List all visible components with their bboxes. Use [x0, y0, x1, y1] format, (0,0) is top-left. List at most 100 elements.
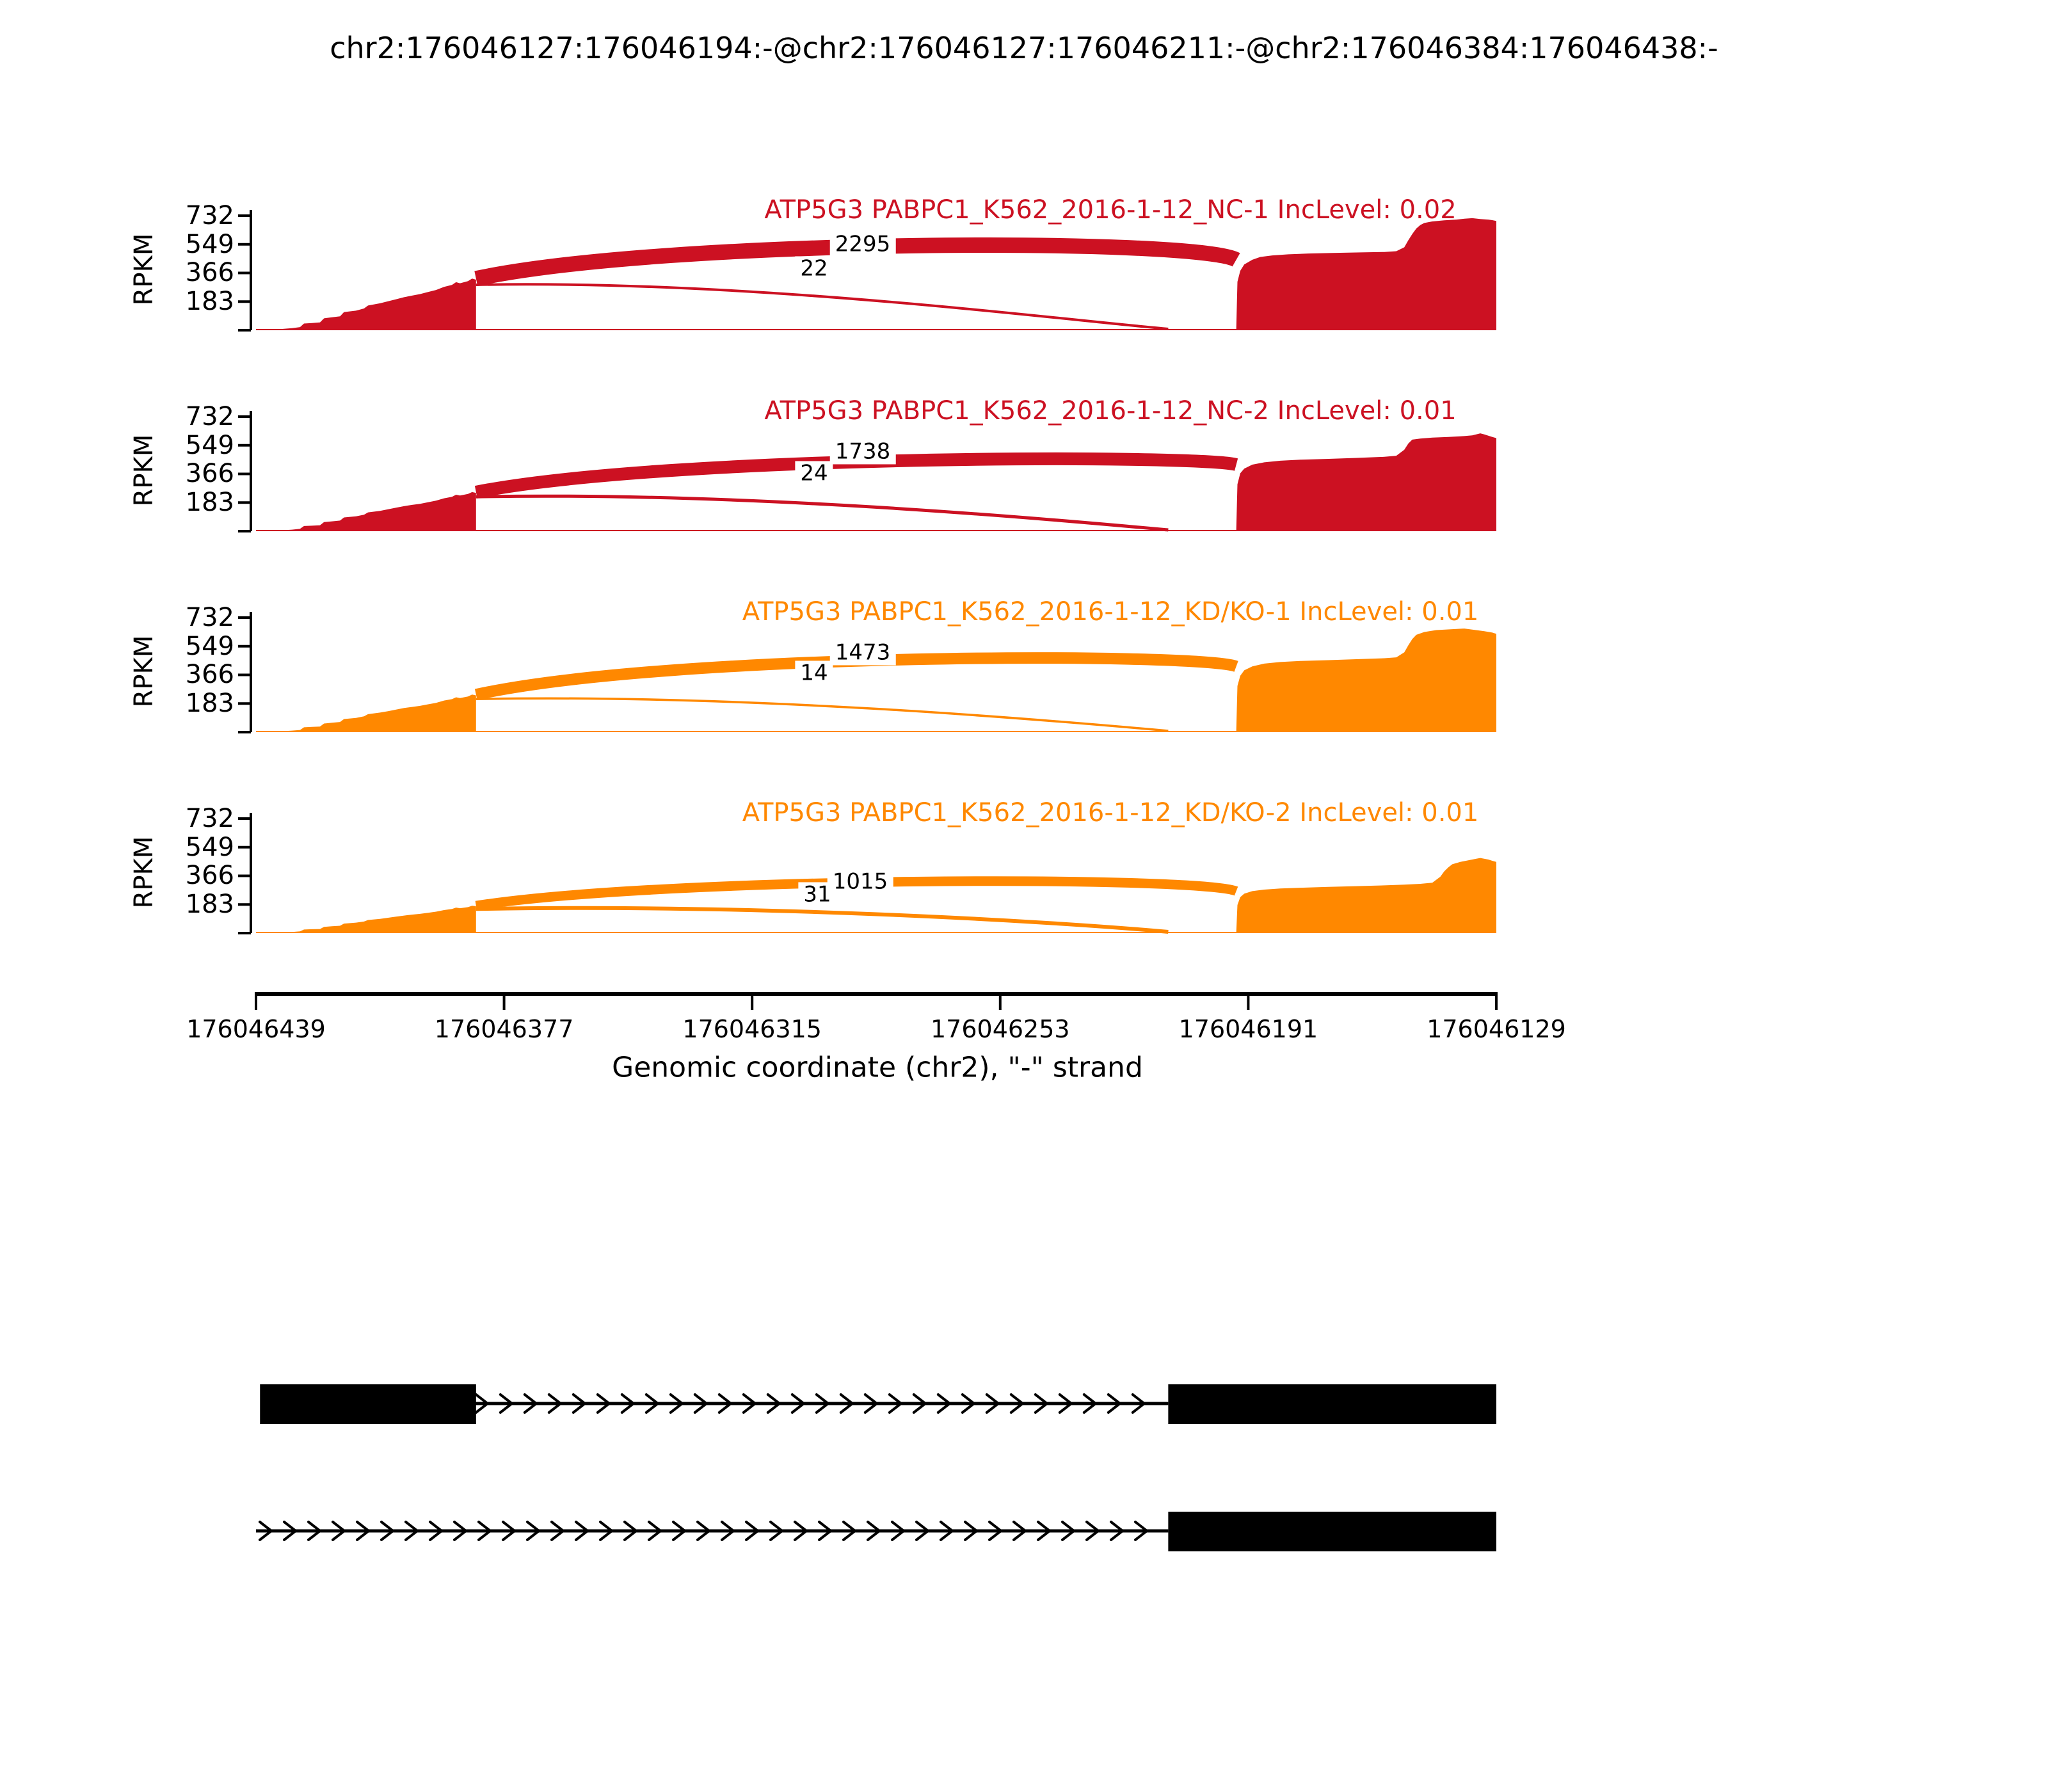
y-tick-label: 183	[185, 287, 234, 317]
junction-arc-skipping	[475, 876, 1238, 911]
strand-arrow	[502, 1521, 516, 1541]
strand-arrow	[693, 1393, 708, 1414]
strand-arrow	[575, 1521, 589, 1541]
strand-arrow	[769, 1521, 783, 1541]
junction-arc-skipping	[474, 452, 1238, 499]
strand-arrow	[550, 1521, 564, 1541]
junction-arc-skipping	[474, 237, 1240, 287]
strand-arrow	[891, 1521, 905, 1541]
y-tick-label: 366	[185, 660, 234, 690]
strand-arrow	[453, 1521, 467, 1541]
junction-arc-skipping	[474, 652, 1238, 701]
strand-arrow	[623, 1521, 637, 1541]
y-tick-label: 183	[185, 890, 234, 920]
y-tick-label: 549	[185, 631, 234, 661]
strand-arrow	[259, 1521, 273, 1541]
junction-arc-inclusion	[476, 697, 1169, 732]
strand-arrow	[794, 1521, 808, 1541]
strand-arrow	[815, 1393, 829, 1414]
strand-arrow	[721, 1521, 735, 1541]
strand-arrow	[380, 1521, 394, 1541]
strand-arrow	[523, 1393, 538, 1414]
strand-arrow	[790, 1393, 805, 1414]
strand-arrow	[332, 1521, 346, 1541]
strand-arrow	[988, 1521, 1002, 1541]
x-tick-label: 176046377	[434, 1015, 574, 1043]
track-title: ATP5G3 PABPC1_K562_2016-1-12_KD/KO-1 Inc…	[742, 597, 1479, 627]
y-axis-label: RPKM	[129, 836, 159, 909]
strand-arrow	[1131, 1393, 1146, 1414]
strand-arrow	[936, 1393, 951, 1414]
strand-arrow	[1107, 1393, 1121, 1414]
strand-arrow	[404, 1521, 419, 1541]
junction-count-label: 1738	[829, 439, 896, 465]
junction-count-label: 22	[795, 256, 833, 282]
strand-arrow	[1082, 1393, 1097, 1414]
y-tick-label: 366	[185, 459, 234, 489]
strand-arrow	[596, 1393, 611, 1414]
strand-arrow	[648, 1521, 662, 1541]
y-tick-label: 183	[185, 689, 234, 719]
y-tick-label: 549	[185, 832, 234, 862]
y-tick-label: 732	[185, 401, 234, 431]
strand-arrow	[669, 1393, 684, 1414]
track-title: ATP5G3 PABPC1_K562_2016-1-12_KD/KO-2 Inc…	[742, 798, 1479, 828]
strand-arrow	[672, 1521, 686, 1541]
track-title: ATP5G3 PABPC1_K562_2016-1-12_NC-2 IncLev…	[764, 396, 1457, 426]
exon-block	[260, 1384, 476, 1424]
strand-arrow	[842, 1521, 856, 1541]
strand-arrow	[888, 1393, 902, 1414]
strand-arrow	[644, 1393, 659, 1414]
strand-arrow	[1034, 1393, 1048, 1414]
strand-arrow	[474, 1393, 489, 1414]
coverage-area-left	[264, 492, 476, 531]
strand-arrow	[599, 1521, 613, 1541]
strand-arrow	[1058, 1393, 1073, 1414]
coverage-area-right	[1236, 218, 1496, 330]
y-tick-label: 366	[185, 861, 234, 891]
figure-title: chr2:176046127:176046194:-@chr2:17604612…	[330, 31, 1718, 65]
strand-arrow	[283, 1521, 297, 1541]
strand-arrow	[867, 1521, 881, 1541]
strand-arrow	[863, 1393, 878, 1414]
strand-arrow	[745, 1521, 759, 1541]
junction-count-label: 1015	[827, 869, 893, 895]
strand-arrow	[961, 1393, 975, 1414]
x-tick-label: 176046253	[931, 1015, 1070, 1043]
strand-arrow	[912, 1393, 927, 1414]
junction-arc-inclusion	[476, 283, 1169, 330]
x-tick-label: 176046315	[682, 1015, 822, 1043]
x-tick-label: 176046191	[1178, 1015, 1318, 1043]
strand-arrow	[1012, 1521, 1027, 1541]
strand-arrow	[429, 1521, 443, 1541]
strand-arrow	[1009, 1393, 1024, 1414]
junction-count-label: 14	[795, 660, 833, 686]
strand-arrow	[1037, 1521, 1051, 1541]
x-tick-label: 176046439	[186, 1015, 326, 1043]
exon-block	[1168, 1512, 1496, 1551]
y-tick-label: 732	[185, 200, 234, 230]
strand-arrow	[1061, 1521, 1075, 1541]
strand-arrow	[620, 1393, 635, 1414]
y-tick-label: 732	[185, 602, 234, 632]
exon-block	[1168, 1384, 1496, 1424]
y-tick-label: 366	[185, 258, 234, 288]
junction-count-label: 1473	[829, 640, 896, 666]
strand-arrow	[1110, 1521, 1124, 1541]
strand-arrow	[1134, 1521, 1148, 1541]
x-axis-title: Genomic coordinate (chr2), "-" strand	[612, 1051, 1143, 1084]
coverage-area-left	[264, 906, 476, 933]
y-tick-label: 549	[185, 229, 234, 259]
junction-count-label: 24	[795, 461, 833, 486]
y-tick-label: 732	[185, 803, 234, 833]
strand-arrow	[526, 1521, 540, 1541]
strand-arrow	[742, 1393, 756, 1414]
strand-arrow	[547, 1393, 562, 1414]
strand-arrow	[766, 1393, 781, 1414]
strand-arrow	[572, 1393, 586, 1414]
strand-arrow	[915, 1521, 929, 1541]
strand-arrow	[499, 1393, 513, 1414]
coverage-area-left	[264, 278, 476, 330]
coverage-area-right	[1236, 628, 1496, 732]
